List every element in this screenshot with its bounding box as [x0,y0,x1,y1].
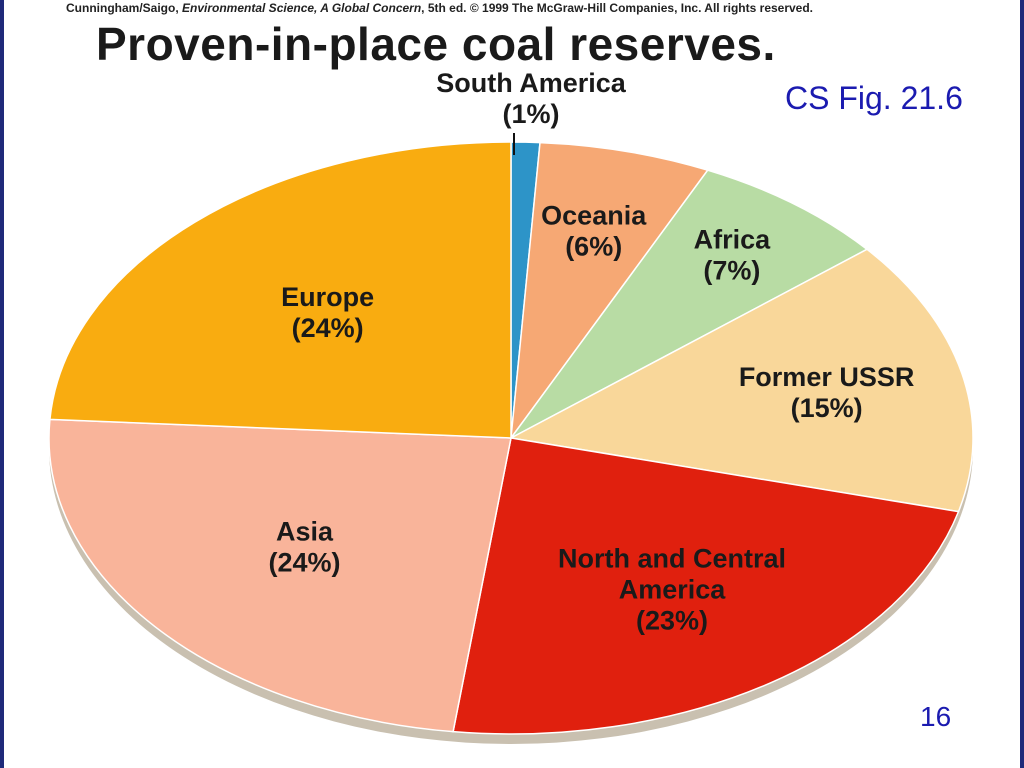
slice-name-europe: Europe [281,282,374,312]
pie-label-former-ussr: Former USSR(15%) [739,362,915,423]
slice-name-north-and-central-america-1: America [619,574,727,604]
slide-frame-right [1020,0,1024,768]
credit-book-title: Environmental Science, A Global Concern [182,1,422,15]
pie-labels: South America(1%) Oceania(6%) Africa(7%) Fo… [268,68,914,635]
slice-percent-oceania: (6%) [565,232,622,262]
pie-slice-oceania [509,141,709,441]
slice-name-north-and-central-america-0: North and Central [558,543,786,573]
pie-slice-africa [510,169,869,439]
pie-slices [48,141,974,735]
pie-label-europe: Europe(24%) [281,282,374,343]
slice-percent-europe: (24%) [292,313,364,343]
pie-slice-europe [49,141,512,439]
pie-label-asia: Asia(24%) [268,516,340,577]
pie-slice-north-and-central-america [452,437,960,735]
slice-percent-south-america: (1%) [502,99,559,129]
slice-percent-former-ussr: (15%) [791,393,863,423]
slice-name-africa: Africa [694,225,772,255]
credit-authors: Cunningham/Saigo, [66,1,182,15]
slice-name-former-ussr: Former USSR [739,362,915,392]
figure-reference: CS Fig. 21.6 [785,80,963,116]
slice-name-oceania: Oceania [541,201,647,231]
pie-label-africa: Africa(7%) [694,225,772,286]
pie-slice-asia [48,418,512,733]
slice-percent-north-and-central-america: (23%) [636,605,708,635]
copyright-credit: Cunningham/Saigo, Environmental Science,… [66,0,966,16]
slice-percent-africa: (7%) [703,256,760,286]
slide-frame-left [0,0,4,768]
pie-slice-former-ussr [508,248,974,513]
slice-name-asia: Asia [276,516,334,546]
pie-label-oceania: Oceania(6%) [541,201,647,262]
slice-percent-asia: (24%) [268,547,340,577]
chart-title: Proven-in-place coal reserves. [96,18,776,70]
page-number: 16 [920,701,952,732]
credit-rights: , 5th ed. © 1999 The McGraw-Hill Compani… [421,1,814,15]
slice-name-south-america: South America [436,68,627,98]
pie-label-south-america: South America(1%) [436,68,627,155]
